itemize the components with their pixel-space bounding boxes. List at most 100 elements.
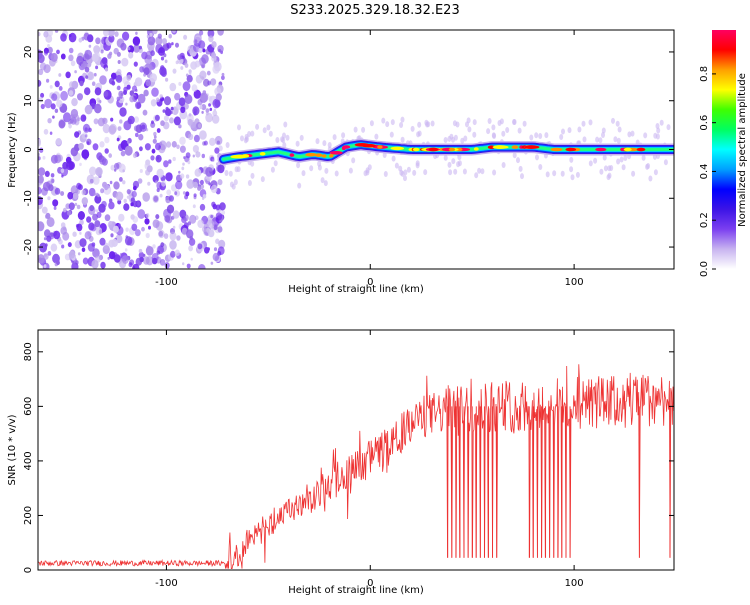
noise-speckle xyxy=(118,163,126,173)
noise-speckle xyxy=(110,117,114,122)
noise-speckle xyxy=(60,90,68,101)
noise-speckle xyxy=(95,167,103,177)
noise-speckle xyxy=(138,133,144,141)
noise-speckle xyxy=(111,72,117,80)
noise-speckle xyxy=(183,214,189,222)
noise-speckle xyxy=(60,191,65,196)
noise-speckle xyxy=(52,115,55,119)
noise-speckle xyxy=(210,261,214,265)
ridge-halo-speckle xyxy=(453,168,458,175)
noise-speckle xyxy=(165,172,173,182)
noise-speckle xyxy=(70,147,79,157)
ridge-halo-speckle xyxy=(577,126,582,133)
noise-speckle xyxy=(193,134,200,143)
ridge-halo-speckle xyxy=(244,136,249,143)
noise-speckle xyxy=(201,197,205,200)
noise-speckle xyxy=(61,174,64,178)
ridge-peak xyxy=(428,147,439,152)
ridge-halo-speckle xyxy=(663,159,668,166)
noise-speckle xyxy=(97,117,105,127)
noise-speckle xyxy=(85,75,89,79)
noise-speckle xyxy=(197,123,202,128)
noise-speckle xyxy=(118,143,124,152)
ridge-halo-speckle xyxy=(653,169,658,176)
ridge-halo-speckle xyxy=(403,175,407,182)
ridge-peak xyxy=(232,154,247,159)
spectrogram-y-tick-label: -10 xyxy=(23,190,34,206)
noise-speckle xyxy=(43,128,49,135)
noise-speckle xyxy=(126,140,130,144)
noise-speckle xyxy=(184,94,193,105)
ridge-halo-speckle xyxy=(559,134,564,140)
noise-speckle xyxy=(68,90,74,96)
noise-speckle xyxy=(132,152,137,159)
noise-speckle xyxy=(187,45,194,54)
noise-speckle xyxy=(169,240,177,250)
noise-speckle xyxy=(119,252,123,256)
noise-speckle xyxy=(186,263,191,269)
noise-speckle xyxy=(176,144,180,150)
ridge-halo-speckle xyxy=(593,157,598,164)
noise-speckle xyxy=(100,261,106,269)
noise-speckle xyxy=(126,195,130,199)
noise-speckle xyxy=(151,87,159,97)
noise-speckle xyxy=(38,175,44,184)
noise-speckle xyxy=(214,99,221,108)
noise-speckle xyxy=(142,192,150,202)
noise-speckle xyxy=(71,98,78,107)
noise-speckle xyxy=(172,225,176,230)
noise-speckle xyxy=(139,66,145,73)
ridge-halo-speckle xyxy=(477,167,482,174)
noise-speckle xyxy=(122,180,126,185)
noise-speckle xyxy=(150,99,157,107)
noise-speckle xyxy=(76,204,81,210)
noise-speckle xyxy=(137,178,143,184)
noise-speckle xyxy=(184,194,189,200)
snr-x-tick-label: 100 xyxy=(565,578,584,589)
noise-speckle xyxy=(169,117,174,124)
noise-speckle xyxy=(68,123,72,129)
ridge-halo-speckle xyxy=(465,121,469,128)
noise-speckle xyxy=(54,30,59,33)
noise-speckle xyxy=(116,51,121,57)
noise-speckle xyxy=(198,264,206,269)
noise-speckle xyxy=(72,231,77,237)
noise-speckle xyxy=(104,67,109,72)
ridge-halo-speckle xyxy=(451,158,456,165)
ridge-halo-speckle xyxy=(415,160,420,167)
noise-speckle xyxy=(211,41,217,48)
noise-speckle xyxy=(132,85,137,92)
ridge-halo-speckle xyxy=(472,131,477,138)
noise-speckle xyxy=(139,256,144,263)
noise-speckle xyxy=(174,92,181,101)
noise-speckle xyxy=(74,131,80,138)
noise-speckle xyxy=(210,184,218,194)
ridge-halo-speckle xyxy=(225,142,230,148)
noise-speckle xyxy=(62,207,67,213)
noise-speckle xyxy=(175,42,179,48)
ridge-halo-speckle xyxy=(383,171,388,177)
noise-speckle xyxy=(63,112,71,123)
noise-speckle xyxy=(160,56,165,61)
noise-speckle xyxy=(155,36,163,46)
noise-speckle xyxy=(43,264,47,268)
noise-speckle xyxy=(163,233,169,239)
noise-speckle xyxy=(84,66,90,73)
noise-speckle xyxy=(76,182,82,190)
noise-speckle xyxy=(217,164,225,174)
noise-speckle xyxy=(166,42,172,49)
noise-speckle xyxy=(138,251,145,259)
noise-speckle xyxy=(159,141,163,146)
ridge-peak xyxy=(361,143,376,148)
noise-speckle xyxy=(159,259,166,266)
noise-speckle xyxy=(166,141,172,148)
noise-speckle xyxy=(108,201,115,210)
noise-speckle xyxy=(189,72,192,75)
ridge-halo-speckle xyxy=(560,170,565,177)
noise-speckle xyxy=(113,181,120,190)
noise-speckle xyxy=(158,47,165,56)
ridge-peak xyxy=(550,147,563,152)
noise-speckle xyxy=(149,32,153,37)
noise-speckle xyxy=(185,152,191,159)
